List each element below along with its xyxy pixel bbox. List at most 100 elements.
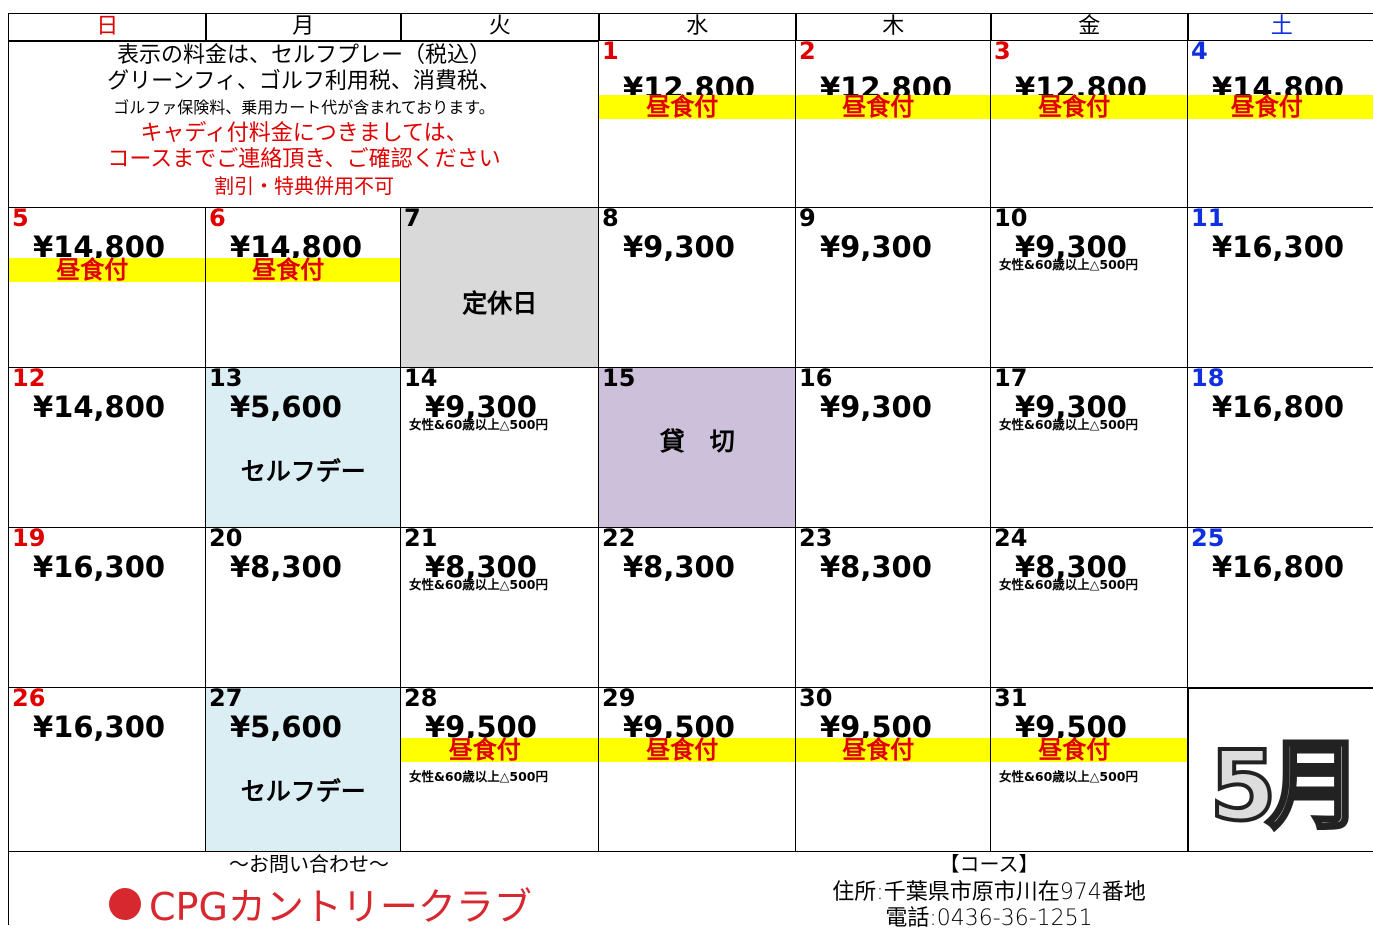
weekday-header: 月 [205,13,402,42]
price: ¥16,800 [1212,390,1345,424]
lunch-badge: 昼食付 [991,738,1188,762]
price: ¥9,300 [425,390,537,424]
weekday-header: 日 [8,13,207,42]
month-image-text: 5月 [1208,728,1365,844]
day-number: 29 [602,687,636,712]
day-cell: 6 ¥14,800 昼食付 [205,207,402,369]
day-cell: 17 ¥9,300 女性&60歳以上△500円 [990,367,1189,529]
day-number: 17 [994,367,1028,392]
lunch-badge: 昼食付 [991,95,1188,119]
special-label: 定休日 [462,289,538,318]
price: ¥5,600 [230,390,342,424]
day-cell: 1 ¥12,800 昼食付 [598,40,797,209]
day-cell: 13 ¥5,600 セルフデー [205,367,402,529]
weekday-header: 木 [795,13,992,42]
day-cell: 25 ¥16,800 [1187,527,1373,689]
day-number: 15 [602,367,636,392]
notes-cell: 表示の料金は、セルフプレー（税込） グリーンフィ、ゴルフ利用税、消費税、 ゴルファ保… [8,40,600,209]
day-number: 7 [404,207,421,232]
discount-note: 女性&60歳以上△500円 [999,769,1139,784]
day-cell: 10 ¥9,300 女性&60歳以上△500円 [990,207,1189,369]
price: ¥9,300 [623,230,735,264]
day-cell: 14 ¥9,300 女性&60歳以上△500円 [400,367,600,529]
day-number: 18 [1191,367,1225,392]
price: ¥16,300 [33,710,166,744]
day-number: 27 [209,687,243,712]
day-number: 26 [12,687,46,712]
lunch-badge: 昼食付 [9,258,206,282]
course-heading: 【コース】 [939,852,1039,876]
day-cell: 31 ¥9,500 昼食付 女性&60歳以上△500円 [990,687,1189,852]
day-number: 16 [799,367,833,392]
day-cell: 27 ¥5,600 セルフデー [205,687,402,852]
day-number: 28 [404,687,438,712]
day-number: 21 [404,527,438,552]
lunch-badge: 昼食付 [796,738,991,762]
day-number: 2 [799,40,816,65]
inquiry: ～お問い合わせ～ [229,852,389,876]
discount-note: 女性&60歳以上△500円 [409,769,549,784]
day-cell: 20 ¥8,300 [205,527,402,689]
price: ¥9,300 [820,230,932,264]
weekday-header: 土 [1187,13,1373,42]
price: ¥14,800 [33,390,166,424]
day-cell: 18 ¥16,800 [1187,367,1373,529]
day-cell: 21 ¥8,300 女性&60歳以上△500円 [400,527,600,689]
day-number: 31 [994,687,1028,712]
month-image: 5月 [1187,687,1373,852]
note-line: 割引・特典併用不可 [214,174,394,198]
logo-mark [109,888,141,920]
day-number: 22 [602,527,636,552]
day-number: 24 [994,527,1028,552]
day-number: 4 [1191,40,1208,65]
price: ¥16,800 [1212,550,1345,584]
day-cell: 28 ¥9,500 昼食付 女性&60歳以上△500円 [400,687,600,852]
day-cell: 7 定休日 [400,207,600,369]
day-number: 30 [799,687,833,712]
price: ¥8,300 [820,550,932,584]
day-cell: 30 ¥9,500 昼食付 [795,687,992,852]
day-cell: 16 ¥9,300 [795,367,992,529]
day-number: 3 [994,40,1011,65]
weekday-header: 火 [400,13,600,42]
day-number: 8 [602,207,619,232]
special-label: セルフデー [240,457,366,486]
weekday-header: 金 [990,13,1189,42]
day-number: 11 [1191,207,1225,232]
day-cell: 15 貸 切 [598,367,797,529]
note-line: ゴルファ保険料、乗用カート代が含まれております。 [113,98,495,117]
lunch-badge: 昼食付 [206,258,401,282]
day-cell: 29 ¥9,500 昼食付 [598,687,797,852]
price: ¥8,300 [623,550,735,584]
discount-note: 女性&60歳以上△500円 [409,417,549,432]
day-number: 14 [404,367,438,392]
day-number: 19 [12,527,46,552]
note-line: キャディ付料金につきましては、 [140,121,468,146]
lunch-badge: 昼食付 [599,95,796,119]
special-label: 貸 切 [659,427,735,456]
day-cell: 3 ¥12,800 昼食付 [990,40,1189,209]
day-cell: 5 ¥14,800 昼食付 [8,207,207,369]
lunch-badge: 昼食付 [599,738,796,762]
price: ¥5,600 [230,710,342,744]
discount-note: 女性&60歳以上△500円 [999,577,1139,592]
address: 住所:千葉県市原市川在974番地 [832,880,1146,905]
club-name: CPGカントリークラブ [149,885,532,929]
day-number: 9 [799,207,816,232]
day-cell: 11 ¥16,300 [1187,207,1373,369]
price: ¥16,300 [1212,230,1345,264]
day-number: 12 [12,367,46,392]
day-number: 1 [602,40,619,65]
day-cell: 2 ¥12,800 昼食付 [795,40,992,209]
day-cell: 22 ¥8,300 [598,527,797,689]
discount-note: 女性&60歳以上△500円 [999,417,1139,432]
lunch-badge: 昼食付 [401,738,599,762]
price: ¥8,300 [1015,550,1127,584]
phone: 電話:0436-36-1251 [885,906,1093,931]
note-line: コースまでご連絡頂き、ご確認ください [107,147,501,172]
footer: ～お問い合わせ～ CPGカントリークラブ 【コース】住所:千葉県市原市川在974番地… [8,850,1373,931]
price: ¥8,300 [230,550,342,584]
day-cell: 4 ¥14,800 昼食付 [1187,40,1373,209]
day-number: 20 [209,527,243,552]
